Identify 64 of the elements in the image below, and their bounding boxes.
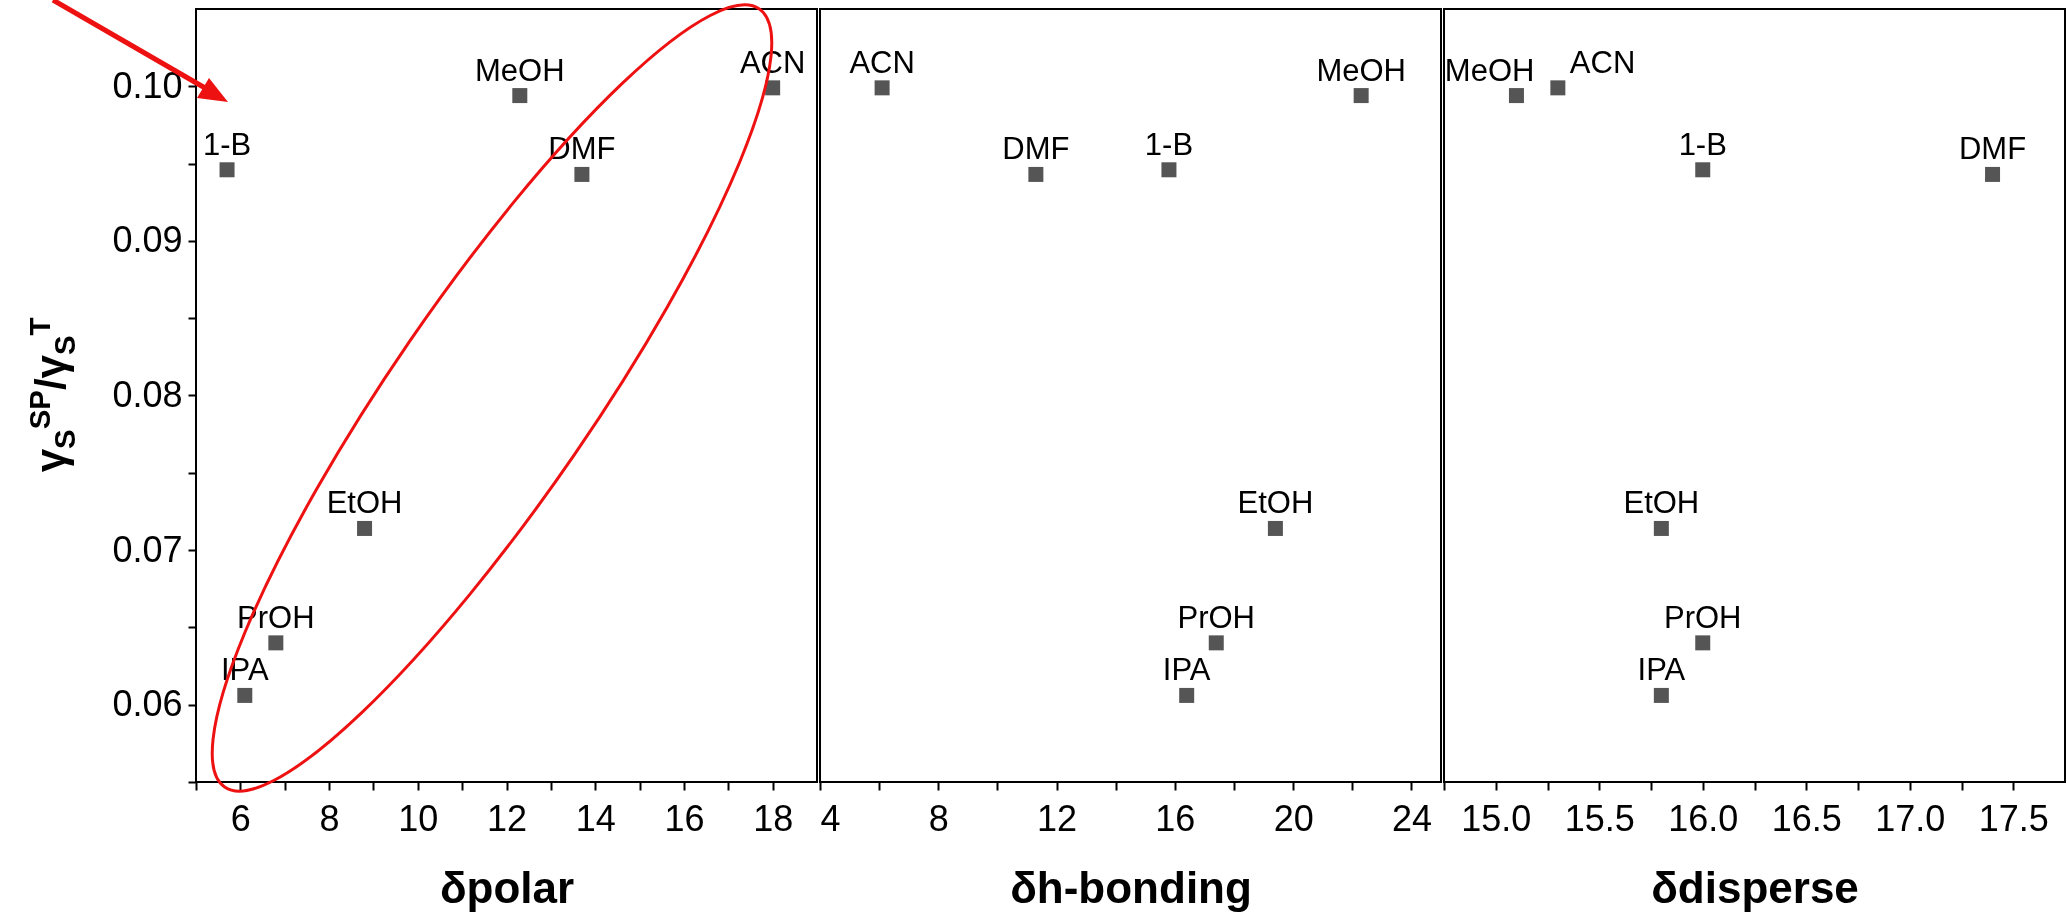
point: [1653, 687, 1669, 703]
point: [268, 635, 284, 651]
x-tick-label: 16: [1155, 797, 1196, 839]
point: [237, 687, 253, 703]
x-tick-label: 17.0: [1875, 797, 1946, 839]
x-tick-label: 18: [753, 797, 794, 839]
x-tick-label: 12: [1037, 797, 1078, 839]
series-label: DMF: [1958, 131, 2027, 167]
series-label: 1-B: [202, 126, 252, 162]
x-tick-label: 10: [398, 797, 439, 839]
series-label: MeOH: [1444, 52, 1535, 88]
point: [219, 162, 235, 178]
y-tick-label: 0.06: [112, 683, 183, 725]
point: [874, 80, 890, 96]
series-label: MeOH: [1316, 52, 1406, 88]
point: [1695, 162, 1711, 178]
series-label: ACN: [849, 44, 915, 80]
point: [1695, 635, 1711, 651]
y-tick-label: 0.10: [112, 64, 183, 106]
x-tick-label: 20: [1273, 797, 1314, 839]
series-label: EtOH: [326, 485, 403, 521]
series-label: EtOH: [1237, 485, 1314, 521]
x-axis-title: δh-bonding: [1010, 862, 1252, 912]
series-label: ACN: [1569, 44, 1636, 80]
point: [1508, 88, 1524, 104]
x-tick-label: 16.0: [1668, 797, 1739, 839]
point: [1179, 687, 1195, 703]
point: [357, 520, 373, 536]
point: [1208, 635, 1224, 651]
point: [1985, 166, 2001, 182]
x-tick-label: 16: [664, 797, 705, 839]
series-label: PrOH: [1664, 599, 1742, 635]
series-label: 1-B: [1144, 126, 1194, 162]
x-tick-label: 12: [486, 797, 528, 839]
point: [1267, 520, 1283, 536]
series-label: IPA: [1162, 652, 1211, 688]
x-tick-label: 24: [1391, 797, 1432, 839]
x-tick-label: 8: [928, 797, 949, 839]
series-label: EtOH: [1623, 485, 1700, 521]
point: [574, 166, 590, 182]
point: [1161, 162, 1177, 178]
point: [1653, 520, 1669, 536]
y-tick-label: 0.08: [112, 374, 183, 415]
x-tick-label: 15.5: [1564, 797, 1635, 839]
y-tick-label: 0.07: [112, 528, 183, 570]
x-tick-label: 4: [820, 797, 841, 839]
series-label: 1-B: [1678, 126, 1727, 162]
x-tick-label: 14: [575, 797, 616, 839]
x-tick-label: 17.5: [1978, 797, 2049, 839]
y-tick-label: 0.09: [112, 219, 183, 261]
x-tick-label: 16.5: [1771, 797, 1842, 839]
point: [512, 88, 528, 104]
point: [1353, 88, 1369, 104]
x-axis-title: δpolar: [439, 862, 575, 912]
x-axis-title: δdisperse: [1651, 862, 1859, 912]
x-tick-label: 8: [319, 797, 340, 839]
point: [1550, 80, 1566, 96]
series-label: DMF: [1002, 131, 1070, 167]
series-label: MeOH: [475, 52, 565, 88]
series-label: IPA: [1637, 652, 1686, 688]
x-tick-label: 15.0: [1461, 797, 1532, 839]
point: [1028, 166, 1044, 182]
x-tick-label: 6: [230, 797, 251, 839]
series-label: PrOH: [1177, 599, 1256, 635]
